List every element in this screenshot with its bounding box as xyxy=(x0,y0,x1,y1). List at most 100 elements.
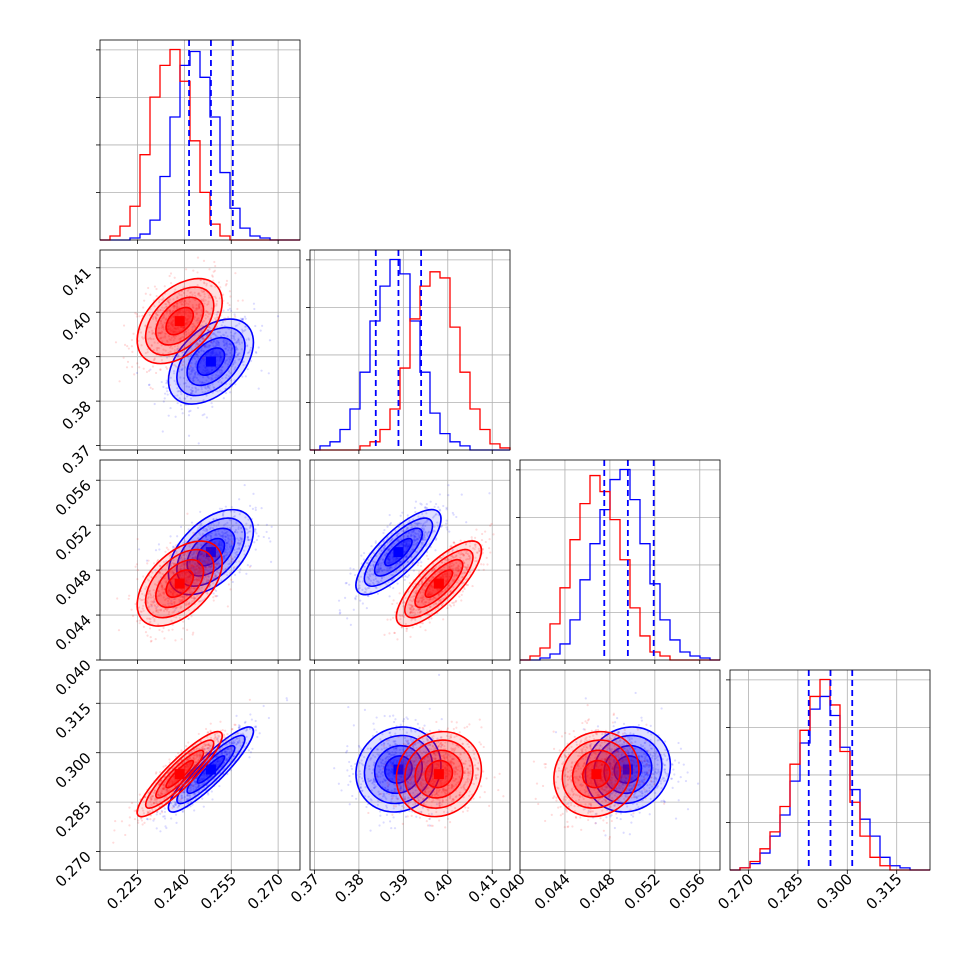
blue-sample-point xyxy=(200,347,203,350)
blue-sample-point xyxy=(192,375,195,378)
red-sample-point xyxy=(184,323,187,327)
red-sample-point xyxy=(185,322,188,325)
red-sample-point xyxy=(215,316,218,319)
red-sample-point xyxy=(149,636,152,639)
blue-sample-point xyxy=(155,827,158,830)
blue-sample-point xyxy=(233,573,237,576)
blue-sample-point xyxy=(224,339,227,342)
red-sample-point xyxy=(442,618,445,621)
blue-sample-point xyxy=(169,376,172,379)
blue-sample-point xyxy=(269,560,273,563)
red-sample-point xyxy=(180,638,183,641)
blue-sample-point xyxy=(245,572,248,575)
blue-sample-point xyxy=(186,355,190,358)
red-sample-point xyxy=(192,534,195,537)
red-sample-point xyxy=(176,295,179,298)
red-sample-point xyxy=(228,290,231,293)
red-sample-point xyxy=(171,320,174,324)
red-sample-point xyxy=(186,321,189,324)
red-sample-point xyxy=(223,561,227,564)
blue-sample-point xyxy=(193,357,197,360)
blue-sample-point xyxy=(205,579,209,582)
blue-sample-point xyxy=(262,704,265,708)
red-sample-point xyxy=(167,324,171,327)
red-sample-point xyxy=(166,340,169,343)
red-sample-point xyxy=(224,319,227,322)
red-sample-point xyxy=(227,316,230,319)
red-sample-point xyxy=(174,334,177,338)
red-sample-point xyxy=(419,564,423,568)
red-sample-point xyxy=(161,317,164,320)
blue-sample-point xyxy=(424,505,427,509)
red-sample-point xyxy=(198,304,201,307)
blue-sample-point xyxy=(205,379,208,382)
red-sample-point xyxy=(484,530,487,533)
red-sample-point xyxy=(167,321,170,324)
red-sample-point xyxy=(170,282,173,285)
blue-sample-point xyxy=(191,389,195,393)
blue-sample-point xyxy=(198,339,202,342)
blue-sample-point xyxy=(226,358,229,362)
blue-sample-point xyxy=(229,371,232,375)
panel-border xyxy=(99,249,301,451)
red-sample-point xyxy=(196,293,200,296)
blue-sample-point xyxy=(181,351,184,354)
red-sample-point xyxy=(193,316,197,319)
red-sample-point xyxy=(171,363,174,366)
red-sample-point xyxy=(131,614,135,617)
blue-sample-point xyxy=(206,371,209,375)
red-sample-point xyxy=(183,331,186,335)
blue-sample-point xyxy=(222,513,225,516)
red-sample-point xyxy=(236,307,239,311)
red-sample-point xyxy=(186,319,189,322)
red-sample-point xyxy=(396,602,399,605)
blue-sample-point xyxy=(226,521,229,524)
red-sample-point xyxy=(159,332,162,335)
blue-sample-point xyxy=(197,566,201,570)
red-sample-point xyxy=(178,309,181,313)
blue-sample-point xyxy=(257,387,260,390)
blue-sample-point xyxy=(241,375,244,378)
red-sample-point xyxy=(151,387,154,391)
red-sample-point xyxy=(169,327,172,330)
red-sample-point xyxy=(176,304,179,308)
blue-sample-point xyxy=(438,493,442,496)
red-sample-point xyxy=(173,326,176,330)
blue-sample-point xyxy=(210,378,213,381)
blue-sample-point xyxy=(206,368,209,371)
blue-sample-point xyxy=(237,358,240,361)
red-sample-point xyxy=(161,323,165,327)
blue-sample-point xyxy=(255,351,258,355)
red-sample-point xyxy=(159,331,163,335)
blue-sample-point xyxy=(179,525,183,529)
blue-sample-point xyxy=(227,308,230,312)
red-sample-point xyxy=(159,320,162,323)
blue-sample-point xyxy=(220,324,223,327)
blue-sample-point xyxy=(196,319,199,322)
blue-sample-point xyxy=(434,549,437,552)
blue-sample-point xyxy=(193,356,196,359)
red-sample-point xyxy=(188,316,191,319)
blue-sample-point xyxy=(249,564,252,567)
red-sample-point xyxy=(152,349,155,352)
blue-sample-point xyxy=(204,369,207,372)
blue-sample-point xyxy=(218,563,221,566)
blue-sample-point xyxy=(257,523,260,526)
red-sample-point xyxy=(147,286,150,290)
red-sample-point xyxy=(192,322,195,325)
blue-sample-point xyxy=(200,552,203,555)
red-sample-point xyxy=(174,288,177,291)
blue-sample-point xyxy=(237,352,240,355)
red-sample-point xyxy=(170,330,173,333)
blue-sample-point xyxy=(195,355,199,358)
red-sample-point xyxy=(155,348,159,352)
red-sample-point xyxy=(172,335,175,338)
blue-sample-point xyxy=(165,387,168,390)
blue-sample-point xyxy=(226,363,230,366)
blue-sample-point xyxy=(210,341,213,344)
blue-sample-point xyxy=(225,342,228,346)
blue-sample-point xyxy=(348,583,351,586)
blue-sample-point xyxy=(228,543,231,546)
red-sample-point xyxy=(198,305,201,309)
